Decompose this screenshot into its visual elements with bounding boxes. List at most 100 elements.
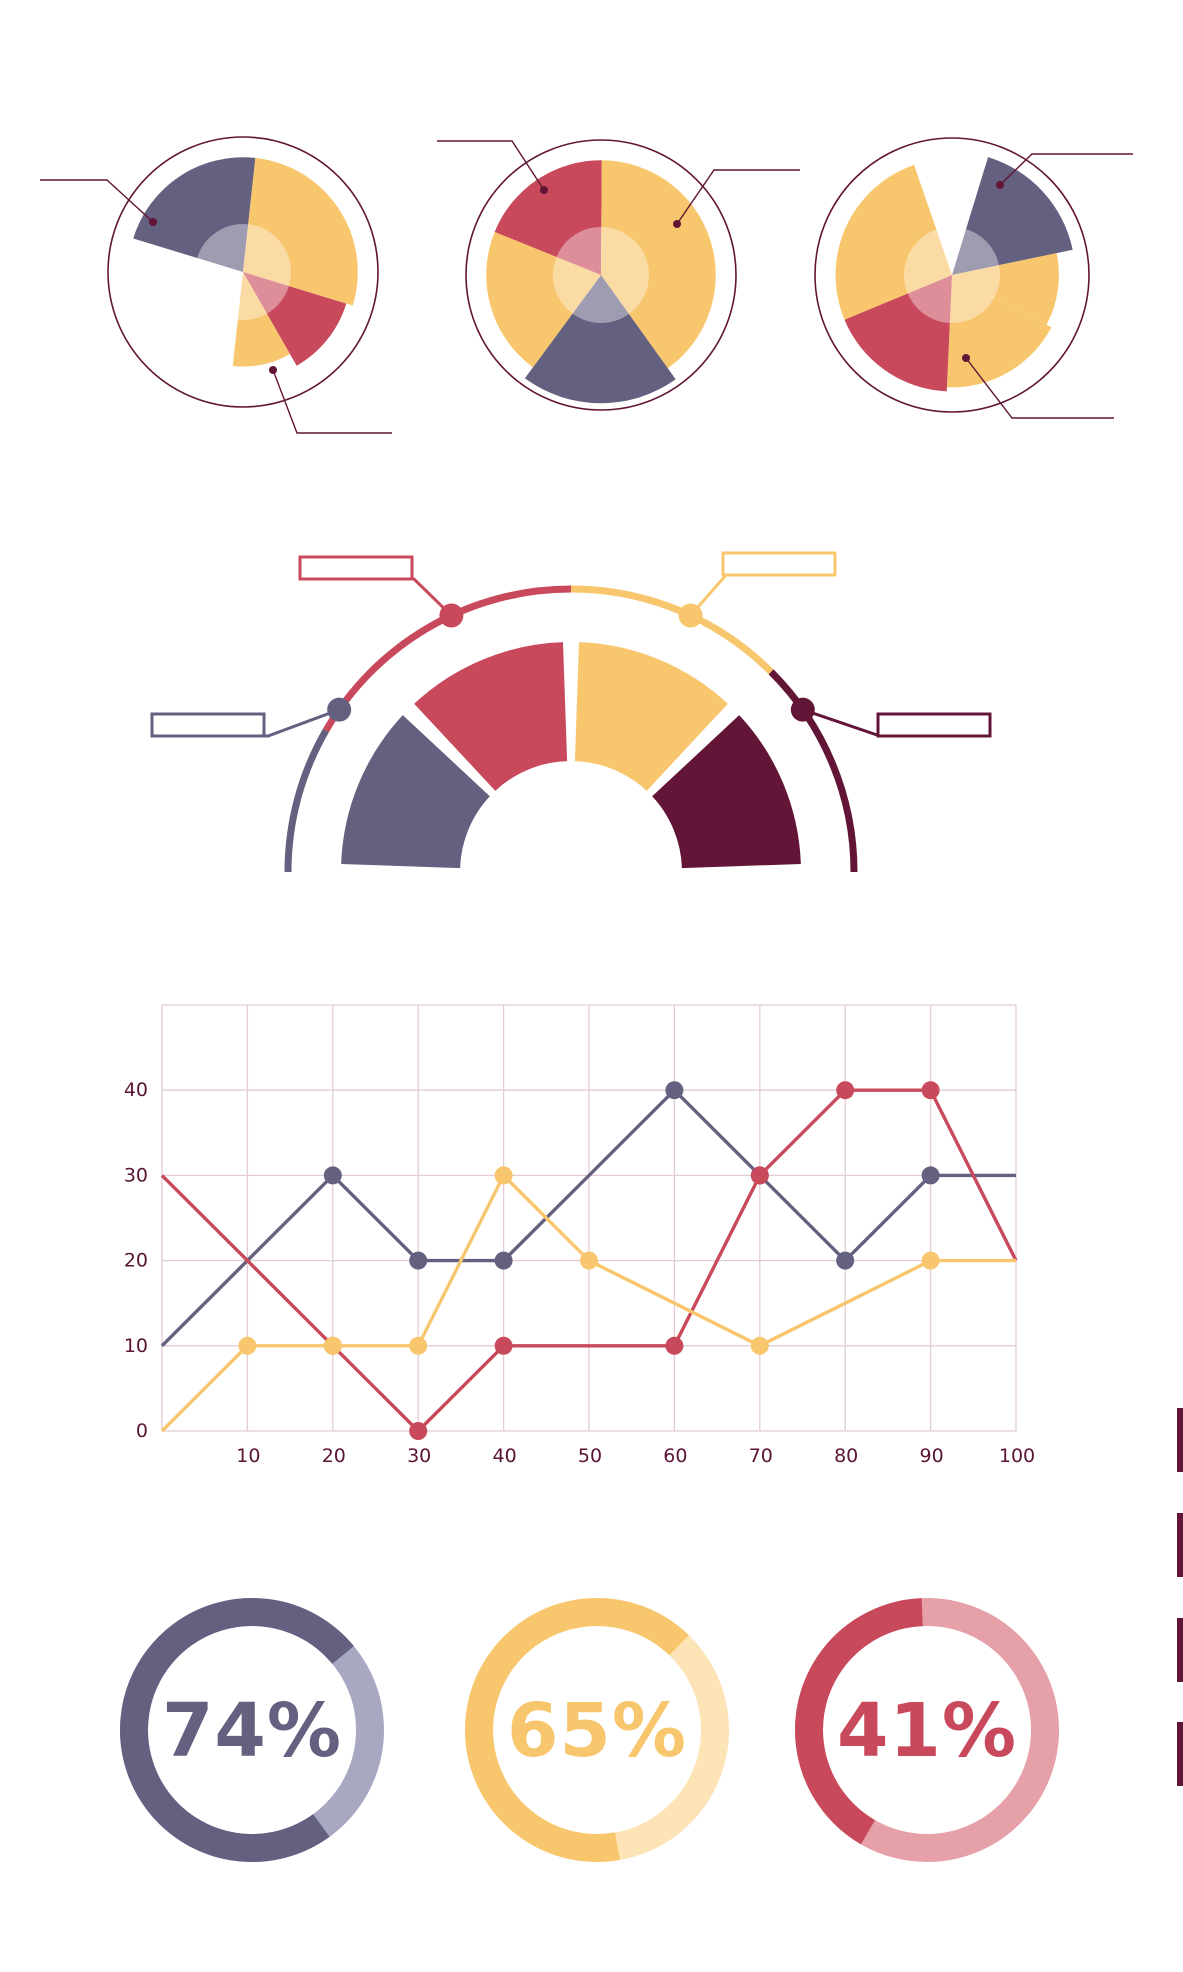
- y-tick-label: 0: [136, 1420, 148, 1442]
- donut-fill: [465, 1598, 730, 1862]
- callout-dot: [962, 354, 970, 362]
- donut-gauge: 65%: [465, 1598, 730, 1862]
- x-tick-label: 10: [236, 1445, 260, 1467]
- data-point: [409, 1251, 428, 1270]
- donut-gauge: 74%: [119, 1598, 384, 1862]
- callout-dot: [540, 186, 548, 194]
- pie-outline: [814, 137, 1090, 413]
- pie-slice: [243, 157, 358, 306]
- callout-dot: [149, 218, 157, 226]
- data-point: [494, 1166, 513, 1185]
- data-point: [665, 1336, 684, 1355]
- data-point: [494, 1336, 513, 1355]
- label-box: [298, 555, 414, 581]
- callout-line: [437, 140, 545, 191]
- data-point: [750, 1336, 769, 1355]
- data-point: [921, 1251, 940, 1270]
- data-point: [494, 1251, 513, 1270]
- donut-fill: [795, 1598, 1060, 1862]
- data-point: [323, 1166, 342, 1185]
- x-tick-label: 70: [749, 1445, 773, 1467]
- x-tick-label: 90: [920, 1445, 944, 1467]
- data-point: [750, 1166, 769, 1185]
- y-tick-label: 40: [124, 1079, 148, 1101]
- x-tick-label: 80: [834, 1445, 858, 1467]
- polar-pie: [814, 137, 1133, 419]
- y-tick-label: 20: [124, 1250, 148, 1272]
- semicircle-segment: [341, 715, 490, 869]
- edge-bar: [1177, 1408, 1183, 1472]
- donut-percent-label: 65%: [507, 1688, 687, 1774]
- data-point: [409, 1422, 428, 1440]
- polar-pie: [40, 136, 392, 434]
- pie-slice: [243, 272, 347, 366]
- data-point: [836, 1251, 855, 1270]
- callout-dot: [673, 220, 681, 228]
- line-chart: 0 10 20 30 40 10 20 30 40 50 60 70 80 90 100: [124, 1004, 1035, 1467]
- label-box: [721, 551, 837, 577]
- pie-center: [195, 224, 291, 320]
- callout-line: [999, 153, 1133, 186]
- semicircle-chart: [150, 551, 992, 873]
- edge-bar: [1177, 1618, 1183, 1682]
- arc-node: [327, 697, 352, 722]
- label-box: [876, 712, 992, 738]
- callout-line: [40, 179, 154, 223]
- outer-arc: [768, 669, 858, 873]
- y-tick-label: 30: [124, 1164, 148, 1186]
- pie-slice: [952, 253, 1059, 325]
- callout-dot: [269, 366, 277, 374]
- series-line: [160, 1088, 1018, 1433]
- pie-slice: [524, 275, 676, 404]
- y-tick-label: 10: [124, 1335, 148, 1357]
- pie-center: [553, 227, 649, 323]
- arc-node: [439, 603, 464, 628]
- pie-slice: [835, 164, 952, 320]
- x-tick-label: 30: [407, 1445, 431, 1467]
- data-point: [921, 1166, 940, 1185]
- donut-charts: 74% 65% 41%: [119, 1598, 1060, 1862]
- callout-line: [676, 169, 800, 225]
- donut-fill: [119, 1598, 384, 1862]
- outer-arc: [284, 728, 329, 873]
- pie-slice: [232, 272, 290, 367]
- pie-slice: [946, 275, 1052, 388]
- line-series: [160, 1081, 1018, 1440]
- pie-slice: [494, 160, 602, 275]
- donut-percent-label: 41%: [837, 1688, 1017, 1774]
- callout-line: [272, 369, 392, 434]
- x-tick-label: 100: [999, 1445, 1035, 1467]
- data-point: [323, 1336, 342, 1355]
- arc-node: [678, 603, 703, 628]
- pie-slice: [133, 157, 256, 272]
- pie-center: [904, 227, 1000, 323]
- outer-arc: [570, 585, 774, 675]
- callout-dot: [996, 181, 1004, 189]
- x-tick-label: 50: [578, 1445, 602, 1467]
- polar-pie: [437, 139, 800, 411]
- pie-outline: [465, 139, 737, 411]
- pie-outline: [107, 136, 379, 408]
- data-point: [238, 1336, 257, 1355]
- donut-gauge: 41%: [795, 1598, 1060, 1862]
- data-point: [580, 1251, 598, 1270]
- x-tick-label: 20: [322, 1445, 346, 1467]
- pie-slice: [486, 232, 601, 368]
- semicircle-segment: [574, 642, 728, 791]
- data-point: [836, 1081, 855, 1100]
- pie-slice: [844, 275, 952, 392]
- line-series: [160, 1166, 1016, 1433]
- data-point: [409, 1336, 428, 1355]
- semicircle-segment: [414, 642, 568, 791]
- semicircle-segment: [652, 715, 801, 869]
- pie-slice: [601, 160, 716, 369]
- x-tick-label: 60: [663, 1445, 687, 1467]
- pie-slice: [952, 157, 1073, 275]
- outer-arc: [322, 585, 572, 733]
- donut-percent-label: 74%: [162, 1688, 342, 1774]
- arc-node: [790, 697, 815, 722]
- polar-pie-charts: [40, 136, 1133, 434]
- data-point: [921, 1081, 940, 1100]
- edge-bar: [1177, 1722, 1183, 1786]
